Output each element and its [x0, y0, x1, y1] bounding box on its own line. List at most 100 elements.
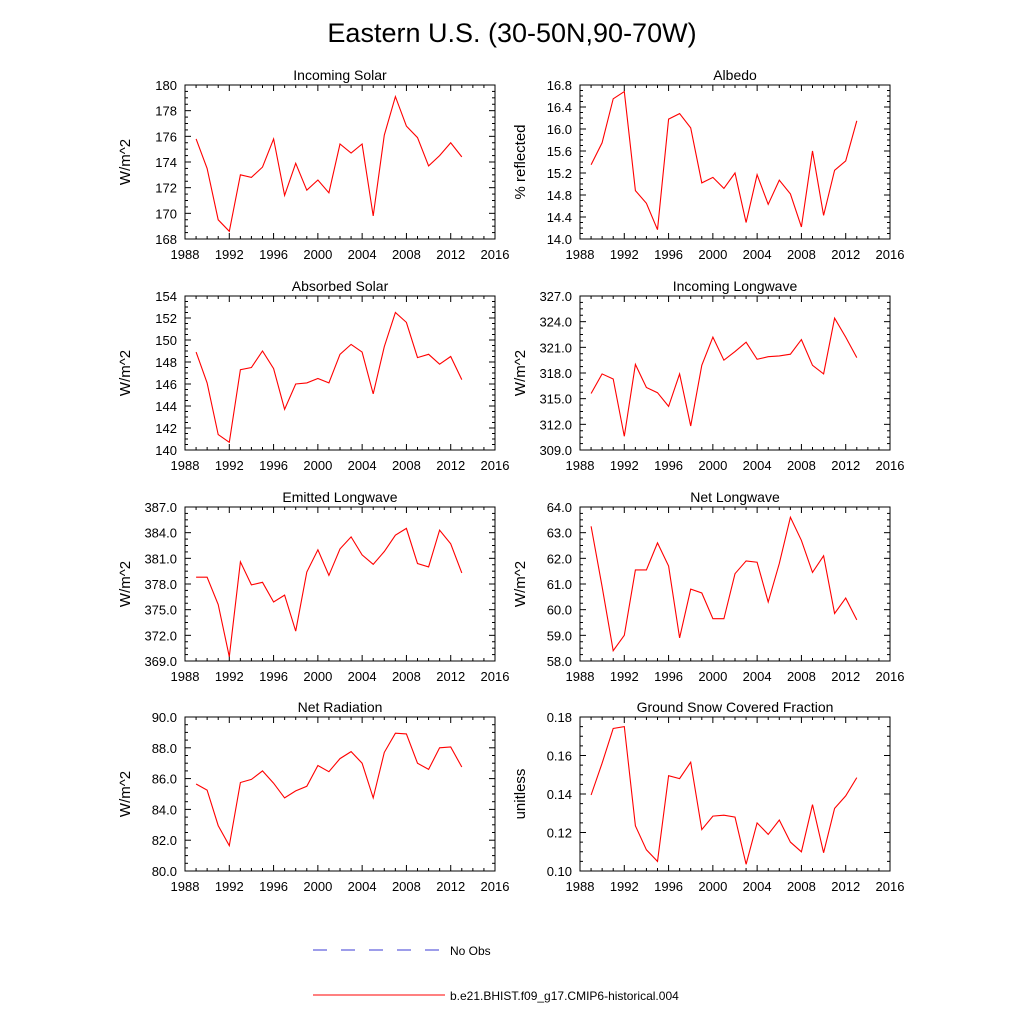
x-tick-label: 2004 — [743, 879, 772, 894]
panel-title: Absorbed Solar — [292, 278, 389, 294]
x-tick-label: 2008 — [787, 669, 816, 684]
x-tick-label: 2000 — [303, 247, 332, 262]
y-tick-label: 148 — [155, 355, 177, 370]
y-tick-label: 84.0 — [152, 802, 177, 817]
y-tick-label: 146 — [155, 377, 177, 392]
y-tick-label: 142 — [155, 421, 177, 436]
y-axis-label: W/m^2 — [512, 561, 529, 607]
y-tick-label: 321.0 — [539, 340, 572, 355]
x-tick-label: 2012 — [831, 458, 860, 473]
y-tick-label: 59.0 — [547, 628, 572, 643]
x-tick-label: 2004 — [348, 879, 377, 894]
x-tick-label: 1996 — [654, 247, 683, 262]
y-axis-label: unitless — [512, 769, 529, 820]
x-tick-label: 1988 — [566, 458, 595, 473]
x-tick-label: 2004 — [743, 247, 772, 262]
y-axis-label: W/m^2 — [512, 350, 529, 396]
y-tick-label: 174 — [155, 155, 177, 170]
y-tick-label: 16.8 — [547, 78, 572, 93]
x-tick-label: 1996 — [259, 669, 288, 684]
x-tick-label: 1988 — [566, 247, 595, 262]
x-tick-label: 1992 — [215, 247, 244, 262]
x-tick-label: 2000 — [303, 879, 332, 894]
panel-title: Net Radiation — [298, 699, 383, 715]
chart-panel: Albedo % reflected 1988 1992 1996 2000 2004 200… — [512, 67, 904, 262]
y-tick-label: 324.0 — [539, 315, 572, 330]
series-line — [196, 527, 463, 657]
y-tick-label: 0.14 — [547, 787, 572, 802]
series-line — [590, 316, 858, 437]
y-tick-label: 315.0 — [539, 392, 572, 407]
x-tick-label: 2016 — [876, 458, 905, 473]
x-tick-label: 2012 — [436, 458, 465, 473]
x-tick-label: 2012 — [436, 247, 465, 262]
series-line — [590, 515, 858, 653]
x-tick-label: 1988 — [171, 879, 200, 894]
x-tick-label: 1996 — [654, 458, 683, 473]
y-tick-label: 378.0 — [144, 577, 177, 592]
panel-title: Ground Snow Covered Fraction — [637, 699, 834, 715]
y-axis-label: W/m^2 — [117, 350, 134, 396]
y-tick-label: 86.0 — [152, 772, 177, 787]
y-tick-label: 63.0 — [547, 526, 572, 541]
plot-frame — [579, 716, 891, 872]
panel-title: Emitted Longwave — [282, 489, 397, 505]
x-tick-label: 2016 — [876, 247, 905, 262]
x-tick-label: 1992 — [610, 458, 639, 473]
panel-title: Albedo — [713, 67, 757, 83]
y-tick-label: 0.16 — [547, 749, 572, 764]
x-tick-label: 2016 — [481, 879, 510, 894]
chart-panel: Incoming Longwave W/m^2 1988 1992 1996 2000 20… — [512, 278, 904, 473]
x-tick-label: 1996 — [259, 247, 288, 262]
x-tick-label: 2008 — [392, 247, 421, 262]
x-tick-label: 2000 — [698, 458, 727, 473]
x-tick-label: 2008 — [392, 669, 421, 684]
y-tick-label: 381.0 — [144, 551, 177, 566]
x-tick-label: 2004 — [348, 669, 377, 684]
y-tick-label: 170 — [155, 206, 177, 221]
x-tick-label: 2016 — [481, 247, 510, 262]
y-axis-label: W/m^2 — [117, 771, 134, 817]
y-tick-label: 152 — [155, 311, 177, 326]
x-tick-label: 2016 — [876, 879, 905, 894]
x-tick-label: 2012 — [436, 879, 465, 894]
chart-panel: Incoming Solar W/m^2 1988 1992 1996 2000 2004 2… — [117, 67, 509, 262]
x-tick-label: 2012 — [436, 669, 465, 684]
y-tick-label: 16.4 — [547, 100, 572, 115]
plot-frame — [184, 716, 496, 872]
y-tick-label: 58.0 — [547, 654, 572, 669]
y-tick-label: 387.0 — [144, 500, 177, 515]
x-tick-label: 2012 — [831, 669, 860, 684]
y-tick-label: 172 — [155, 181, 177, 196]
y-tick-label: 0.12 — [547, 826, 572, 841]
chart-panel: Absorbed Solar W/m^2 1988 1992 1996 2000 2004 2… — [117, 278, 509, 473]
x-tick-label: 1988 — [171, 458, 200, 473]
y-tick-label: 88.0 — [152, 741, 177, 756]
x-tick-label: 1988 — [566, 669, 595, 684]
y-tick-label: 80.0 — [152, 864, 177, 879]
x-tick-label: 2000 — [303, 669, 332, 684]
x-tick-label: 2000 — [698, 247, 727, 262]
x-tick-label: 2008 — [787, 458, 816, 473]
y-tick-label: 15.2 — [547, 166, 572, 181]
y-axis-label: W/m^2 — [117, 139, 134, 185]
x-tick-label: 2004 — [348, 458, 377, 473]
y-tick-label: 0.10 — [547, 864, 572, 879]
x-tick-label: 1992 — [610, 247, 639, 262]
x-tick-label: 1992 — [610, 669, 639, 684]
y-tick-label: 384.0 — [144, 526, 177, 541]
y-tick-label: 176 — [155, 129, 177, 144]
y-tick-label: 140 — [155, 443, 177, 458]
x-tick-label: 2000 — [303, 458, 332, 473]
x-tick-label: 2004 — [743, 669, 772, 684]
y-tick-label: 312.0 — [539, 417, 572, 432]
y-tick-label: 15.6 — [547, 144, 572, 159]
y-tick-label: 150 — [155, 333, 177, 348]
y-tick-label: 0.18 — [547, 710, 572, 725]
y-tick-label: 154 — [155, 289, 177, 304]
y-tick-label: 14.8 — [547, 188, 572, 203]
panel-title: Incoming Longwave — [673, 278, 798, 294]
y-tick-label: 318.0 — [539, 366, 572, 381]
